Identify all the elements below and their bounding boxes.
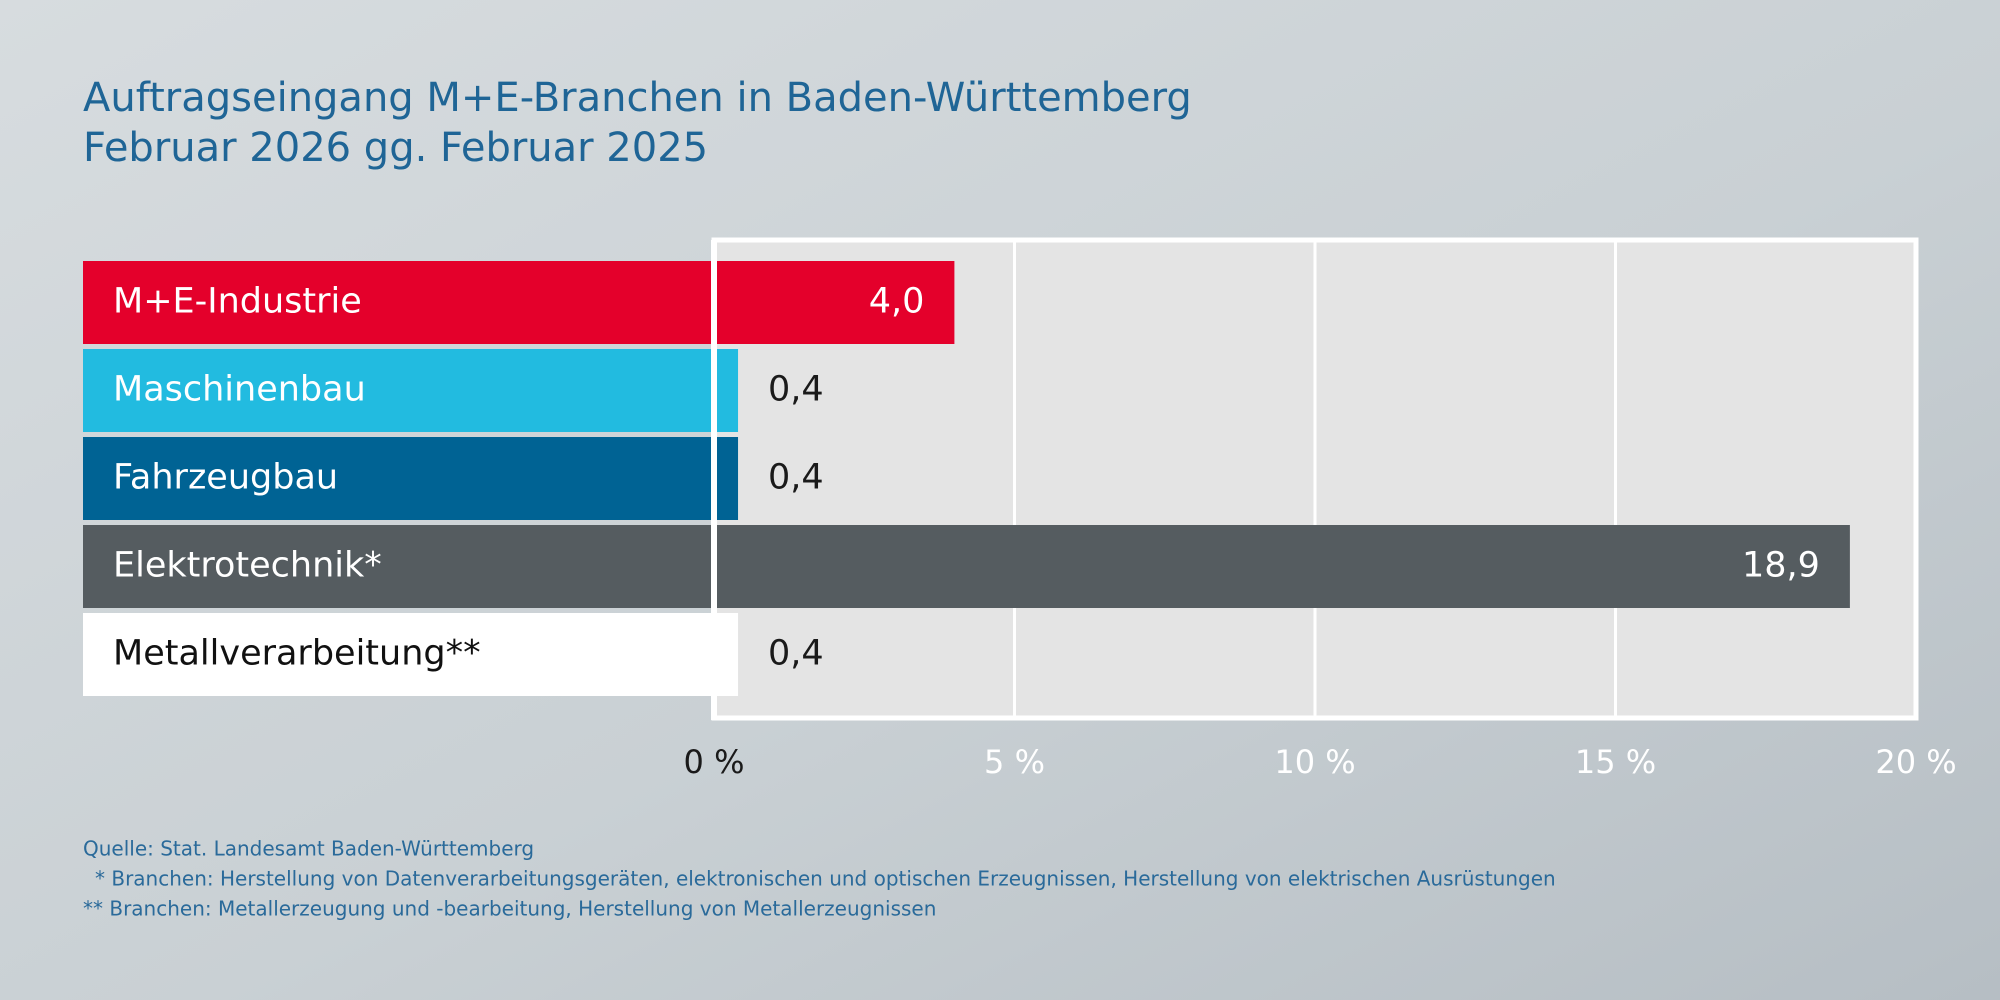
category-band [83, 525, 714, 608]
x-tick-label: 0 % [684, 743, 745, 781]
x-tick-label: 10 % [1274, 743, 1355, 781]
chart-title: Auftragseingang M+E-Branchen in Baden-Wü… [83, 75, 1192, 121]
bar [714, 261, 955, 344]
source: Quelle: Stat. Landesamt Baden-Württember… [83, 837, 534, 861]
bar [714, 613, 739, 696]
category-label: Fahrzeugbau [113, 458, 338, 498]
x-tick-label: 20 % [1875, 743, 1956, 781]
category-band [83, 261, 714, 344]
bar [714, 525, 1850, 608]
value-label: 4,0 [869, 282, 925, 322]
category-band [83, 349, 714, 432]
category-label: Elektrotechnik* [113, 546, 382, 586]
footnote: ** Branchen: Metallerzeugung und -bearbe… [83, 897, 936, 921]
value-label: 0,4 [768, 634, 824, 674]
category-band [83, 437, 714, 520]
value-label: 0,4 [768, 370, 824, 410]
bar [714, 349, 739, 432]
category-label: Maschinenbau [113, 370, 366, 410]
x-tick-label: 5 % [984, 743, 1045, 781]
bar [714, 437, 739, 520]
footnote: * Branchen: Herstellung von Datenverarbe… [95, 867, 1556, 891]
chart-subtitle: Februar 2026 gg. Februar 2025 [83, 125, 708, 171]
category-band [83, 613, 714, 696]
category-label: Metallverarbeitung** [113, 634, 481, 674]
x-tick-label: 15 % [1575, 743, 1656, 781]
value-label: 18,9 [1742, 546, 1820, 586]
value-label: 0,4 [768, 458, 824, 498]
category-label: M+E-Industrie [113, 282, 362, 322]
